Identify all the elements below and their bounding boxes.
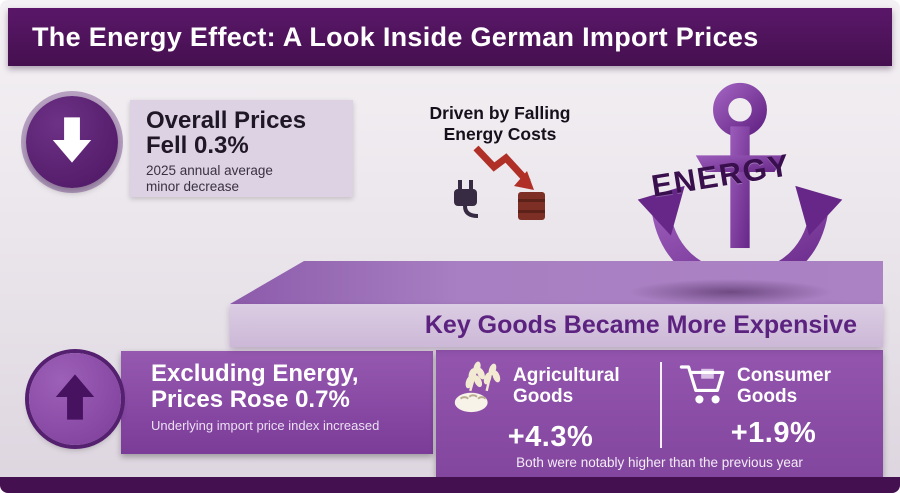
goods-name-agricultural: Agricultural Goods — [513, 365, 620, 408]
overall-subtitle-line2: minor decrease — [146, 178, 240, 194]
falling-arrow-icon — [473, 145, 534, 190]
overall-title-line1: Overall Prices — [146, 107, 307, 134]
excluding-title-line1: Excluding Energy, — [151, 360, 359, 387]
header-bar: The Energy Effect: A Look Inside German … — [8, 8, 892, 66]
oil-barrel-icon — [518, 192, 545, 220]
goods-panel: Agricultural Goods +4.3% — [436, 350, 883, 477]
driver-label-line1: Driven by Falling — [429, 103, 571, 123]
goods-name-consumer: Consumer Goods — [737, 365, 831, 408]
goods-value-consumer: +1.9% — [730, 417, 817, 449]
shopping-cart-icon — [676, 358, 730, 417]
driver-label: Driven by Falling Energy Costs — [408, 103, 592, 144]
overall-prices-card: Overall Prices Fell 0.3% 2025 annual ave… — [130, 100, 353, 197]
up-arrow-badge — [29, 353, 121, 445]
wheat-bread-icon — [448, 358, 506, 421]
footer-bar — [0, 477, 900, 493]
down-arrow-badge — [26, 96, 118, 188]
platform-top-face — [230, 261, 883, 304]
up-arrow-icon — [52, 371, 98, 428]
excluding-title-line2: Prices Rose 0.7% — [151, 385, 350, 413]
goods-value-agricultural: +4.3% — [507, 421, 594, 453]
page-title: The Energy Effect: A Look Inside German … — [32, 21, 759, 52]
overall-subtitle-line1: 2025 annual average — [146, 162, 273, 178]
plug-icon — [454, 180, 479, 218]
goods-item-agricultural: Agricultural Goods +4.3% — [448, 358, 653, 454]
driver-label-line2: Energy Costs — [443, 123, 557, 144]
excluding-subtitle: Underlying import price index increased — [151, 417, 380, 433]
anchor-shadow — [628, 279, 833, 305]
down-arrow-icon — [49, 114, 95, 171]
goods-item-consumer: Consumer Goods +1.9% — [676, 358, 871, 450]
platform-front-face: Key Goods Became More Expensive — [230, 304, 883, 347]
goods-footnote: Both were notably higher than the previo… — [516, 455, 803, 470]
goods-divider — [660, 362, 662, 448]
excluding-energy-card: Excluding Energy, Prices Rose 0.7% Under… — [121, 351, 433, 454]
falling-energy-icon — [444, 140, 564, 222]
overall-title-line2: Fell 0.3% — [146, 131, 249, 159]
platform-title: Key Goods Became More Expensive — [424, 311, 857, 339]
